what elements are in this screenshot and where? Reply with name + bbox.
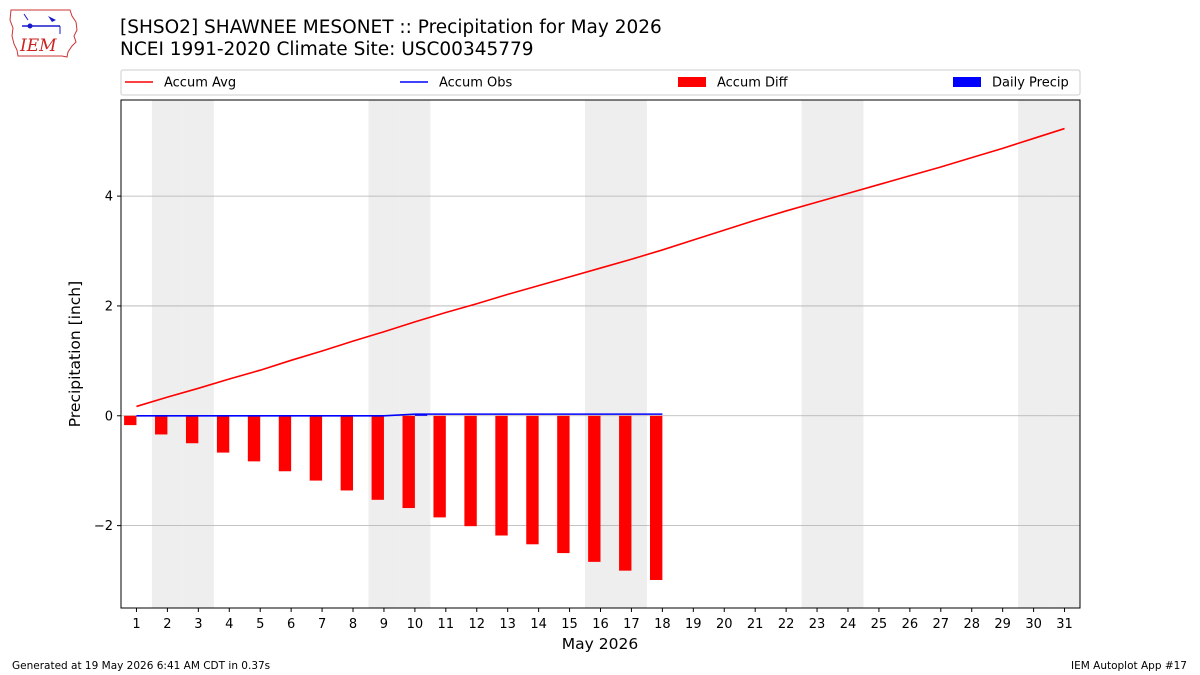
accum-diff-bar [216,415,230,453]
daily-precip-bar [414,414,428,416]
accum-diff-bar [340,415,354,491]
accum-diff-bar [124,415,137,426]
weekend-shading [151,100,1080,608]
x-tick-label: 9 [380,617,388,632]
legend-label: Accum Obs [439,76,512,91]
accum-avg-line [136,127,1065,408]
x-tick-label: 15 [561,617,578,632]
x-tick-label: 22 [778,617,795,632]
x-tick-label: 7 [318,617,326,632]
weekend-shade-day-9 [368,100,400,608]
accum-diff-bar [185,415,199,444]
accum-diff-bar [464,415,477,527]
y-tick-label: 0 [105,409,113,424]
app-credit: IEM Autoplot App #17 [1071,660,1187,672]
weekend-shade-day-3 [182,100,214,608]
x-tick-label: 28 [963,617,980,632]
title-line-1: [SHSO2] SHAWNEE MESONET :: Precipitation… [120,17,662,38]
legend-label: Accum Diff [717,76,789,91]
accum-diff-bar [402,415,415,509]
iem-iowa-logo-icon: IEM [9,9,78,58]
chart-title: [SHSO2] SHAWNEE MESONET :: Precipitation… [120,17,662,61]
lines-layer [136,127,1065,417]
x-tick-label: 8 [349,617,357,632]
weekend-shade-day-23 [801,100,833,608]
x-tick-label: 21 [747,617,764,632]
legend-label: Accum Avg [164,76,236,91]
x-tick-label: 18 [654,617,671,632]
y-tick-label: 2 [105,299,113,314]
y-axis-label: Precipitation [inch] [66,281,84,427]
x-tick-label: 29 [994,617,1011,632]
generated-timestamp: Generated at 19 May 2026 6:41 AM CDT in … [12,660,271,672]
x-tick-label: 25 [871,617,888,632]
x-tick-label: 5 [256,617,264,632]
legend-box [120,69,1081,96]
x-axis-label: May 2026 [562,635,638,653]
x-tick-label: 30 [1025,617,1042,632]
accum-diff-bar [495,415,508,536]
accum-diff-bar [649,415,663,580]
x-tick-label: 3 [194,617,202,632]
x-tick-label: 19 [685,617,702,632]
y-tick-label: −2 [94,519,113,534]
x-tick-label: 2 [163,617,171,632]
x-tick-label: 24 [840,617,857,632]
x-tick-label: 12 [468,617,485,632]
x-tick-label: 11 [438,617,455,632]
accum-diff-bar [588,415,601,562]
accum-diff-bar [155,415,168,435]
legend: Accum Avg Accum Obs Accum Diff Daily Precip [120,69,1081,96]
x-tick-label: 14 [530,617,547,632]
y-tick-label: 4 [105,190,113,205]
accum-diff-bar [557,415,570,554]
legend-label: Daily Precip [992,76,1069,91]
bars-layer [124,414,663,580]
x-tick-label: 31 [1056,617,1073,632]
title-line-2: NCEI 1991-2020 Climate Site: USC00345779 [120,39,534,60]
accum-diff-bar [371,415,384,500]
weekend-shade-day-31 [1049,100,1080,608]
logo-text: IEM [19,36,57,56]
weekend-shade-day-30 [1018,100,1050,608]
accum-diff-bar [309,415,323,481]
x-tick-label: 17 [623,617,640,632]
x-tick-label: 6 [287,617,295,632]
x-tick-label: 27 [933,617,950,632]
accum-diff-bar [247,415,261,462]
accum-diff-bar [526,415,539,545]
legend-swatch-bar [678,77,706,87]
x-tick-label: 23 [809,617,826,632]
x-tick-label: 4 [225,617,233,632]
x-tick-label: 13 [499,617,516,632]
weekend-shade-day-10 [399,100,431,608]
x-tick-label: 10 [407,617,424,632]
x-tick-label: 26 [902,617,919,632]
x-tick-label: 16 [592,617,609,632]
accum-diff-bar [278,415,292,472]
x-tick-label: 1 [132,617,140,632]
weekend-shade-day-24 [832,100,864,608]
accum-diff-bar [433,415,446,518]
x-tick-label: 20 [716,617,733,632]
accum-diff-bar [619,415,632,571]
accum-obs-line [136,413,663,417]
weekend-shade-day-2 [151,100,183,608]
legend-swatch-bar [953,77,981,87]
